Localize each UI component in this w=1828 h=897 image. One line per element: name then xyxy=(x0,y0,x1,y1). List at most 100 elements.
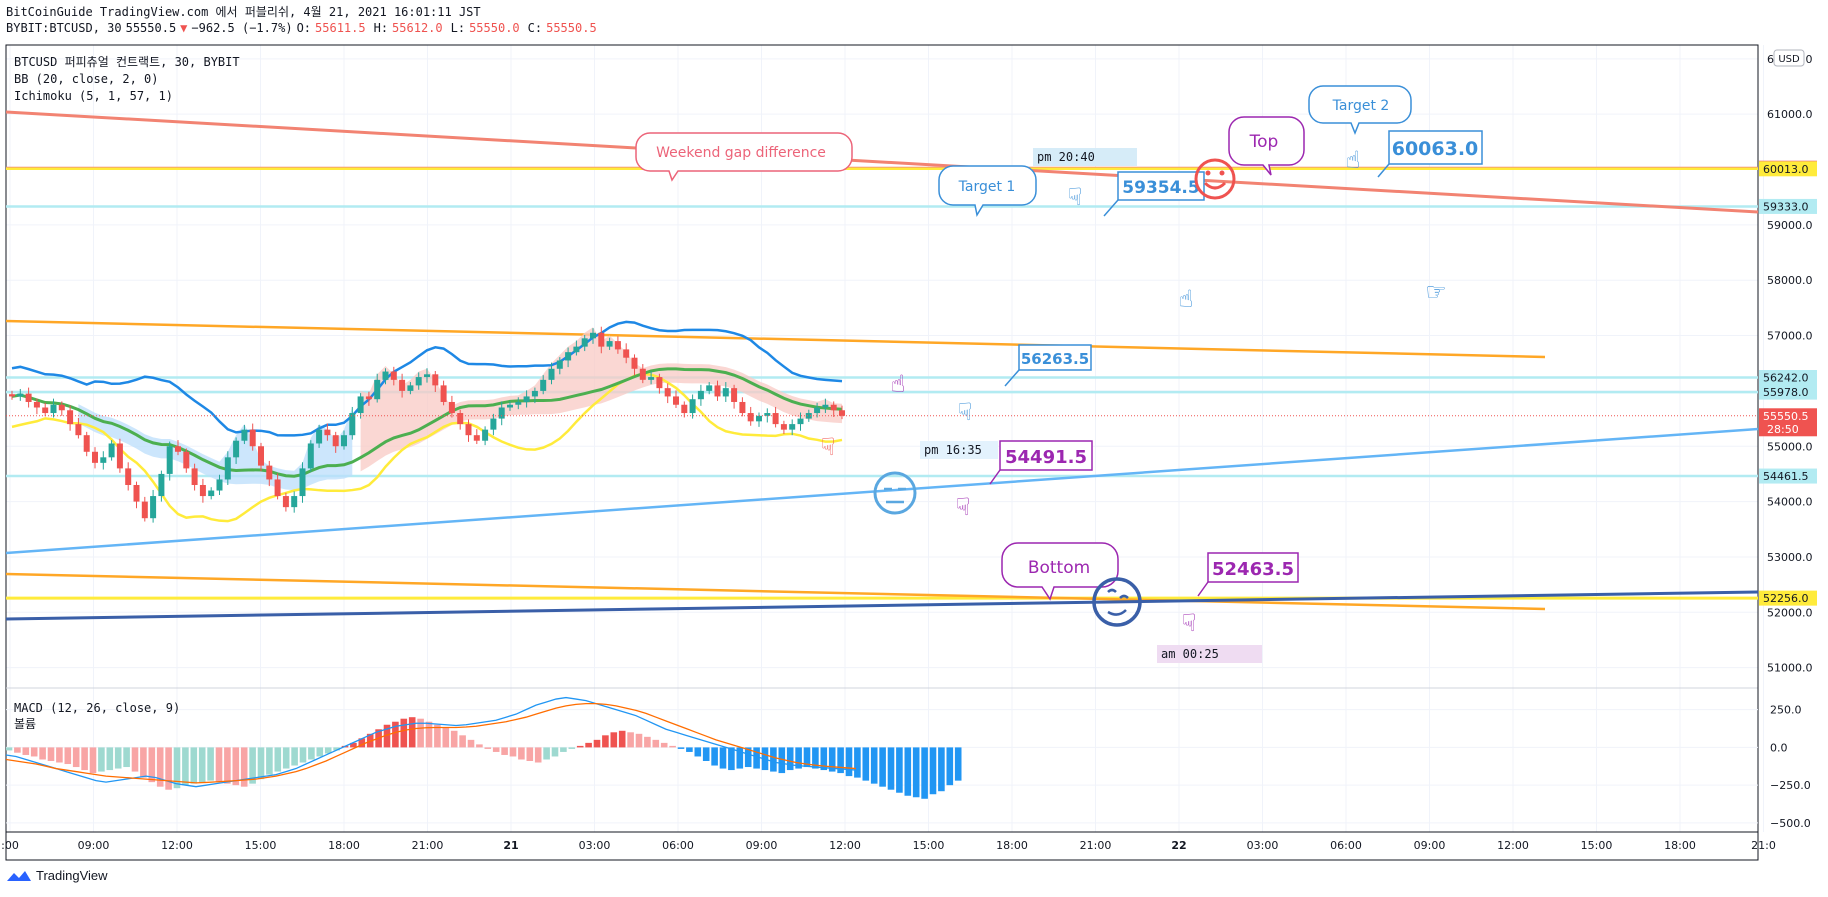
value-box-59354[interactable] xyxy=(1117,171,1205,201)
orange-upper-trendline[interactable] xyxy=(6,319,1546,359)
time-tick-label: 21:00 xyxy=(412,839,444,852)
legend-macd[interactable]: MACD (12, 26, close, 9) xyxy=(14,701,180,715)
price-tick-label: 52000.0 xyxy=(1767,606,1813,619)
target2-callout[interactable] xyxy=(1308,85,1412,136)
low-label: L: xyxy=(450,21,466,35)
target2-label: Target 2 xyxy=(1332,98,1390,114)
candle-body xyxy=(83,435,90,452)
macd-histogram-bar xyxy=(686,747,693,752)
macd-histogram-bar xyxy=(568,747,576,749)
macd-histogram-bar xyxy=(770,747,777,772)
value-box-52463[interactable] xyxy=(1207,552,1299,583)
close-label: C: xyxy=(527,21,543,35)
macd-histogram-bar xyxy=(610,732,618,748)
value-box-60063[interactable] xyxy=(1388,130,1483,165)
time-box-pm1635 xyxy=(920,441,998,459)
macd-histogram-bar xyxy=(282,747,290,769)
hand-point-up-icon: ☝ xyxy=(1346,146,1361,174)
candle-body xyxy=(42,407,49,414)
candle-body xyxy=(797,418,804,425)
macd-histogram-bar xyxy=(501,747,508,755)
price-tick-label: 57000.0 xyxy=(1767,330,1813,343)
macd-histogram-bar xyxy=(828,747,836,772)
brand-label: TradingView xyxy=(36,868,108,883)
macd-histogram-bar xyxy=(425,721,433,748)
macd-histogram-bar xyxy=(64,747,72,765)
candle-body xyxy=(556,360,563,369)
bottom-callout[interactable] xyxy=(1001,542,1119,601)
macd-histogram-bar xyxy=(602,735,609,748)
candle-body xyxy=(374,379,381,400)
macd-histogram-bar xyxy=(47,747,55,761)
candle-body xyxy=(116,443,123,469)
price-level-value: 54461.5 xyxy=(1763,470,1809,483)
hand-point-down-icon: ☟ xyxy=(958,398,973,426)
price-level-value: 60013.0 xyxy=(1763,163,1809,176)
candle-body xyxy=(490,418,497,430)
value-60063: 60063.0 xyxy=(1392,138,1479,160)
candle-body xyxy=(258,446,264,466)
macd-histogram-bar xyxy=(140,747,147,778)
sleepy-face-icon xyxy=(1092,577,1142,627)
candle-body xyxy=(208,490,215,497)
macd-histogram-bar xyxy=(467,739,475,748)
trend-lines xyxy=(6,110,1758,621)
price-level-tag: 52256.0 xyxy=(1759,590,1817,606)
hand-point-down-icon: ☟ xyxy=(821,433,836,461)
macd-histogram-bar xyxy=(694,747,702,757)
price-level-tag: 60013.0 xyxy=(1759,161,1817,177)
candle-body xyxy=(67,410,74,425)
price-level-tags: 60024.060013.059333.056242.055978.055550… xyxy=(1759,160,1817,606)
time-tick-label: 09:00 xyxy=(78,839,110,852)
weekend-gap-callout[interactable] xyxy=(635,132,853,182)
orange-lower-trendline[interactable] xyxy=(6,572,1546,611)
ichimoku-lagging-line xyxy=(11,372,843,523)
lightblue-trendline[interactable] xyxy=(6,427,1758,555)
candle-body xyxy=(590,332,596,339)
chart-header: BitCoinGuide TradingView.com 에서 퍼블리쉬, 4월… xyxy=(6,4,605,36)
time-tick-label: 12:00 xyxy=(161,839,193,852)
candle-body xyxy=(216,479,223,491)
macd-histogram-bar xyxy=(576,745,584,748)
candle-body xyxy=(108,443,115,458)
legend-ichimoku[interactable]: Ichimoku (5, 1, 57, 1) xyxy=(14,89,173,103)
time-tick-label: 06:00 xyxy=(1330,839,1362,852)
price-level-tag: 59333.0 xyxy=(1759,198,1817,214)
candle-body xyxy=(673,396,679,405)
time-tick-label: 21:0 xyxy=(1751,839,1776,852)
close-value: 55550.5 xyxy=(546,21,597,35)
value-box-54491[interactable] xyxy=(999,440,1093,471)
bottom-label: Bottom xyxy=(1028,558,1090,578)
macd-histogram-bar xyxy=(946,747,954,786)
value-box-56263[interactable] xyxy=(1018,344,1092,371)
macd-histogram-bar xyxy=(274,747,282,772)
macd-histogram-bar xyxy=(862,747,870,781)
time-box-am0025 xyxy=(1157,645,1262,663)
legend-bb[interactable]: BB (20, close, 2, 0) xyxy=(14,72,159,86)
macd-histogram-bar xyxy=(845,747,853,777)
footer-brand[interactable]: TradingView xyxy=(6,868,108,883)
ohlc-line: BYBIT:BTCUSD, 30 55550.5 ▼ −962.5 (−1.7%) O:… xyxy=(6,20,605,36)
candle-body xyxy=(274,479,281,497)
macd-histogram-bar xyxy=(350,742,357,748)
currency-badge[interactable] xyxy=(1773,49,1805,67)
macd-histogram-bar xyxy=(173,747,181,789)
candle-body xyxy=(731,388,738,402)
macd-histogram-bar xyxy=(736,747,744,769)
time-tick-label: 21 xyxy=(503,839,518,852)
top-callout[interactable] xyxy=(1228,116,1305,176)
macd-histogram-bar xyxy=(232,747,240,786)
macd-histogram-bar xyxy=(22,747,30,755)
macd-histogram-bar xyxy=(618,730,626,748)
macd-histogram-bar xyxy=(476,744,483,748)
macd-histogram-bar xyxy=(72,747,80,768)
candle-body xyxy=(241,429,248,441)
navy-trendline[interactable] xyxy=(6,590,1758,621)
target1-callout[interactable] xyxy=(938,165,1037,218)
macd-histogram-bar xyxy=(820,747,828,771)
salmon-trendline[interactable] xyxy=(6,110,1758,214)
hand-point-up-icon: ☝ xyxy=(891,370,906,398)
macd-histogram-bar xyxy=(56,747,63,763)
macd-histogram-bar xyxy=(182,747,189,786)
